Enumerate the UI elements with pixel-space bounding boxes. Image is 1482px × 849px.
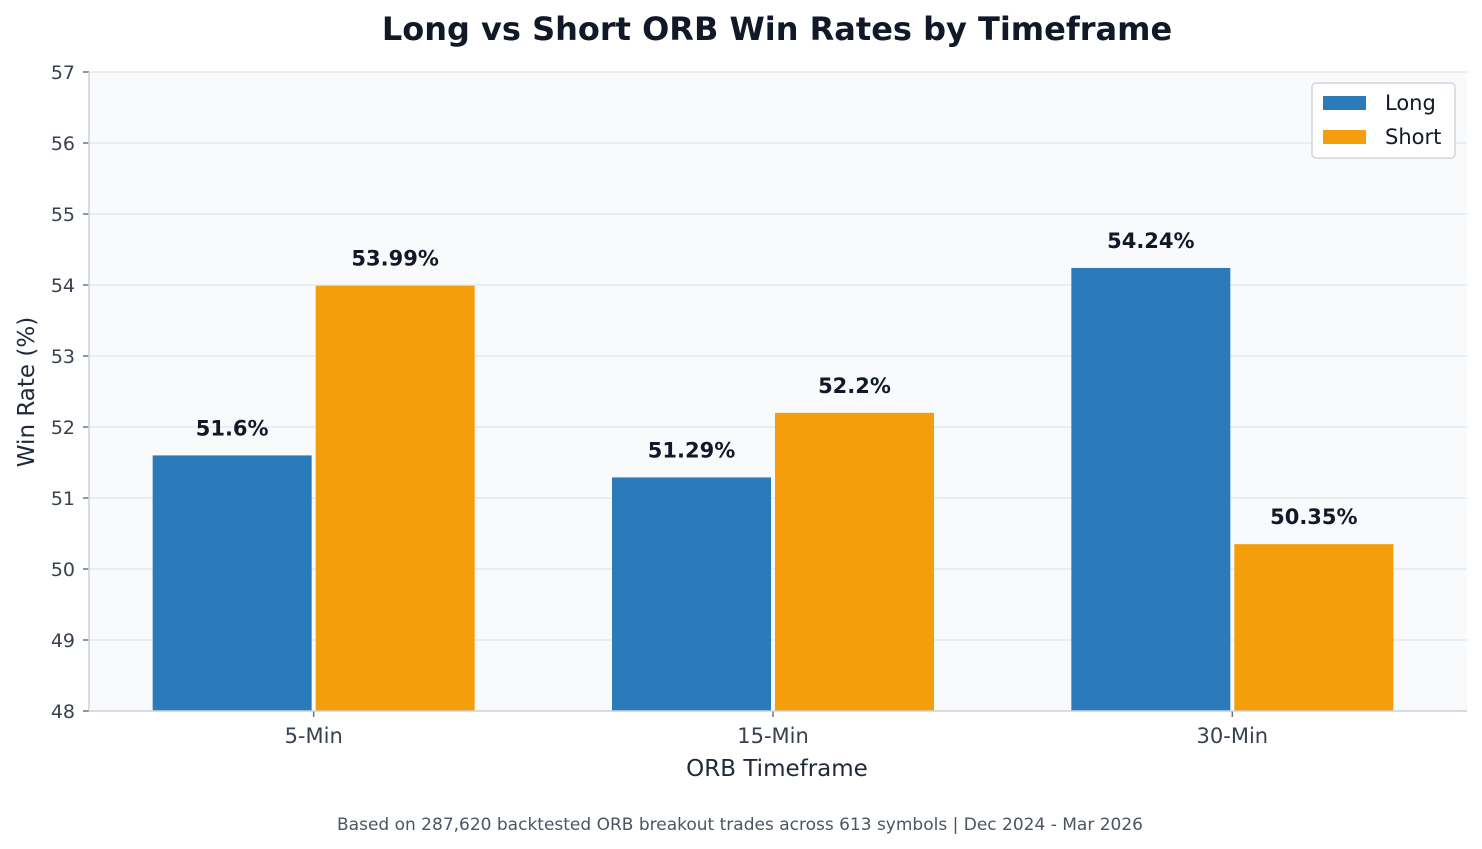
y-tick-label: 50 <box>51 559 75 581</box>
bar-long <box>152 455 312 711</box>
bar-value-label: 54.24% <box>1107 229 1194 253</box>
y-tick-label: 51 <box>51 488 75 510</box>
x-tick-label: 30-Min <box>1197 724 1269 748</box>
bar-value-label: 53.99% <box>351 247 438 271</box>
bar-value-label: 52.2% <box>818 374 891 398</box>
y-tick-label: 57 <box>51 62 75 84</box>
y-tick-label: 54 <box>51 275 75 297</box>
y-tick-label: 55 <box>51 204 75 226</box>
bars <box>152 267 1394 711</box>
legend-label-short: Short <box>1385 125 1441 149</box>
y-tick-label: 56 <box>51 133 75 155</box>
legend: Long Short <box>1311 82 1456 159</box>
y-axis-title: Win Rate (%) <box>14 317 40 467</box>
footnote: Based on 287,620 backtested ORB breakout… <box>337 815 1143 835</box>
legend-swatch-long <box>1323 96 1366 110</box>
bar-value-labels: 51.6% 53.99% 51.29% 52.2% 54.24% 50.35% <box>196 229 1358 529</box>
bar-long <box>612 477 771 711</box>
bar-value-label: 51.6% <box>196 416 269 440</box>
y-tick-label: 52 <box>51 417 75 439</box>
bar-value-label: 51.29% <box>648 438 735 462</box>
axes: 48 49 50 51 52 53 54 55 56 57 5-Min 15-Min 30-Min <box>51 62 1467 748</box>
y-tick-label: 48 <box>51 701 75 723</box>
x-tick-label: 5-Min <box>285 724 343 748</box>
bar-short <box>1234 544 1394 711</box>
legend-swatch-short <box>1323 130 1366 144</box>
x-tick-label: 15-Min <box>737 724 809 748</box>
y-tick-label: 49 <box>51 630 75 652</box>
bar-short <box>775 412 934 711</box>
legend-label-long: Long <box>1385 91 1436 115</box>
bar-value-label: 50.35% <box>1270 505 1357 529</box>
bar-long <box>1071 267 1231 711</box>
y-tick-label: 53 <box>51 346 75 368</box>
chart-title: Long vs Short ORB Win Rates by Timeframe <box>382 10 1172 48</box>
bar-short <box>315 285 475 711</box>
x-axis-title: ORB Timeframe <box>686 756 868 782</box>
